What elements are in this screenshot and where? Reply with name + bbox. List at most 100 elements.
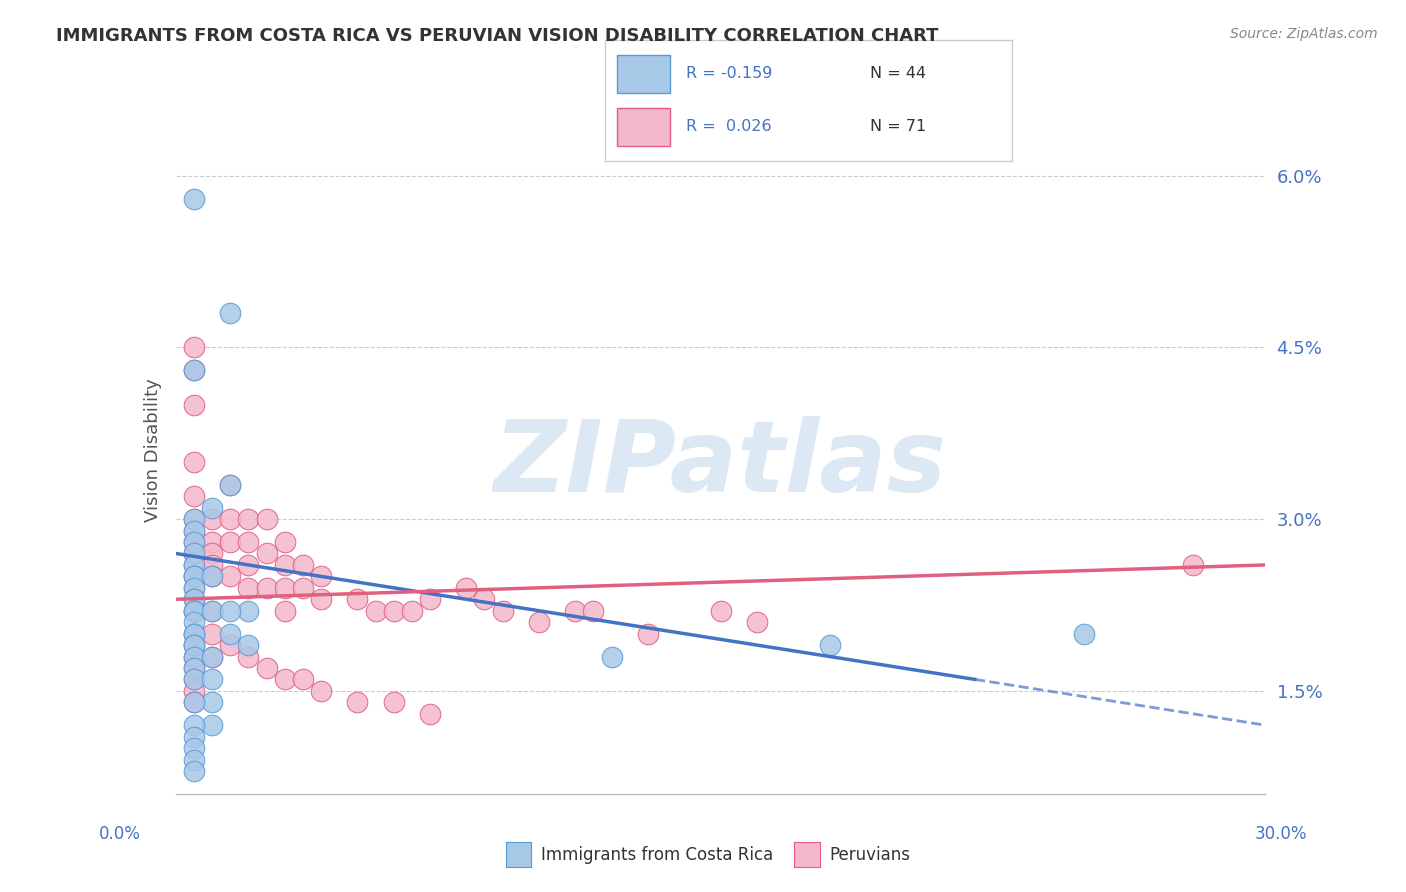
Point [183, 741, 205, 756]
Point [183, 604, 205, 618]
Point [1073, 626, 1095, 640]
Point [183, 695, 205, 709]
Point [201, 604, 224, 618]
Text: Peruvians: Peruvians [830, 846, 911, 863]
Point [710, 604, 733, 618]
Point [219, 604, 242, 618]
Point [309, 684, 332, 698]
FancyBboxPatch shape [617, 108, 669, 146]
Point [201, 649, 224, 664]
Point [291, 581, 314, 595]
Point [183, 569, 205, 583]
Point [201, 558, 224, 572]
Point [183, 592, 205, 607]
Point [183, 592, 205, 607]
Point [183, 363, 205, 377]
Point [183, 341, 205, 355]
Point [183, 524, 205, 538]
Point [201, 626, 224, 640]
Point [274, 604, 297, 618]
Point [456, 581, 478, 595]
Point [346, 592, 368, 607]
Text: N = 44: N = 44 [869, 66, 925, 81]
Point [238, 604, 260, 618]
Point [183, 192, 205, 206]
Point [183, 753, 205, 767]
Point [474, 592, 496, 607]
Point [256, 661, 278, 675]
Point [201, 512, 224, 526]
Point [183, 558, 205, 572]
Text: 30.0%: 30.0% [1256, 825, 1308, 843]
Point [183, 730, 205, 744]
Point [201, 673, 224, 687]
Point [419, 592, 441, 607]
Point [183, 546, 205, 561]
Point [818, 638, 841, 652]
Point [637, 626, 659, 640]
Point [183, 558, 205, 572]
Point [183, 661, 205, 675]
Point [219, 626, 242, 640]
Point [238, 535, 260, 549]
Point [291, 673, 314, 687]
Y-axis label: Vision Disability: Vision Disability [143, 378, 162, 523]
Point [1181, 558, 1204, 572]
Point [183, 764, 205, 778]
Point [183, 546, 205, 561]
Point [238, 581, 260, 595]
Text: ZIPatlas: ZIPatlas [494, 416, 948, 513]
Point [183, 684, 205, 698]
Point [201, 569, 224, 583]
Point [256, 581, 278, 595]
Point [201, 695, 224, 709]
Point [219, 569, 242, 583]
Point [183, 673, 205, 687]
Point [274, 558, 297, 572]
Point [419, 706, 441, 721]
Point [183, 455, 205, 469]
Point [183, 718, 205, 732]
FancyBboxPatch shape [617, 54, 669, 93]
Point [183, 626, 205, 640]
Point [183, 673, 205, 687]
Text: Source: ZipAtlas.com: Source: ZipAtlas.com [1230, 27, 1378, 41]
Point [183, 615, 205, 630]
Point [274, 535, 297, 549]
Point [238, 649, 260, 664]
Point [274, 673, 297, 687]
Point [183, 604, 205, 618]
Point [219, 638, 242, 652]
Point [291, 558, 314, 572]
Point [382, 695, 405, 709]
Point [219, 478, 242, 492]
Text: R =  0.026: R = 0.026 [686, 120, 772, 135]
Point [183, 535, 205, 549]
Point [183, 638, 205, 652]
Point [382, 604, 405, 618]
Point [256, 546, 278, 561]
Point [238, 558, 260, 572]
Point [745, 615, 768, 630]
Point [274, 581, 297, 595]
Point [238, 638, 260, 652]
Text: IMMIGRANTS FROM COSTA RICA VS PERUVIAN VISION DISABILITY CORRELATION CHART: IMMIGRANTS FROM COSTA RICA VS PERUVIAN V… [56, 27, 939, 45]
Point [201, 535, 224, 549]
Point [201, 604, 224, 618]
Point [183, 569, 205, 583]
Point [183, 626, 205, 640]
Point [183, 363, 205, 377]
Point [219, 535, 242, 549]
Point [183, 398, 205, 412]
Point [201, 569, 224, 583]
Point [183, 638, 205, 652]
Point [219, 306, 242, 320]
Point [201, 718, 224, 732]
Point [219, 512, 242, 526]
Point [201, 500, 224, 515]
Point [564, 604, 586, 618]
Point [256, 512, 278, 526]
Text: R = -0.159: R = -0.159 [686, 66, 772, 81]
Point [201, 649, 224, 664]
Point [183, 661, 205, 675]
